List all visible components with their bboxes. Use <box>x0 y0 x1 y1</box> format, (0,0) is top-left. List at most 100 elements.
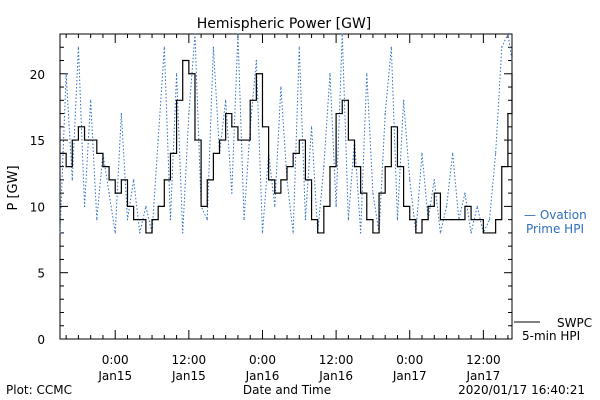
chart-title: Hemispheric Power [GW] <box>197 16 372 32</box>
data-point <box>433 179 435 181</box>
x-tick-label-time: 12:00 <box>172 353 207 367</box>
data-point <box>139 219 141 221</box>
legend-ovation-label-1: Ovation <box>540 208 587 222</box>
data-point <box>366 73 368 75</box>
x-axis-label: Date and Time <box>243 383 331 397</box>
y-tick-label: 20 <box>30 68 45 82</box>
x-tick-label-time: 12:00 <box>319 353 354 367</box>
y-axis-label: P [GW] <box>6 165 21 210</box>
data-point <box>464 192 466 194</box>
data-point <box>83 205 86 207</box>
data-point <box>439 232 442 234</box>
axis-ticks: 0 5 10 15 20 0:00 Jan15 12:00 Jan15 0:00 Jan16 12:0… <box>30 33 512 383</box>
legend-item-swpc: SWPC 5-min HPI <box>514 316 592 343</box>
data-point <box>366 219 368 221</box>
data-point <box>225 99 227 101</box>
data-point <box>120 112 122 115</box>
legend-ovation-marker: — <box>524 208 540 222</box>
data-point <box>280 179 282 181</box>
data-point <box>476 205 478 207</box>
data-point <box>335 205 337 207</box>
x-tick-label-date: Jan16 <box>245 369 280 383</box>
data-point <box>175 73 178 75</box>
data-point <box>378 192 380 194</box>
plot-frame <box>59 33 513 340</box>
data-point <box>341 99 343 101</box>
data-point <box>225 112 227 115</box>
data-point <box>212 46 214 48</box>
data-point <box>495 219 497 221</box>
data-point <box>206 219 208 221</box>
data-point <box>261 126 264 128</box>
data-point <box>445 205 448 207</box>
x-tick-label-date: Jan17 <box>465 369 500 383</box>
data-point <box>335 112 337 115</box>
data-point <box>126 219 129 221</box>
data-point <box>243 139 245 141</box>
data-point <box>114 192 116 194</box>
data-point <box>126 205 129 207</box>
data-point <box>108 192 110 194</box>
data-point <box>133 179 135 181</box>
data-point <box>145 205 147 207</box>
data-point <box>360 192 362 194</box>
x-tick-label-date: Jan15 <box>171 369 206 383</box>
series-swpc-5-min-hpi <box>59 59 513 234</box>
legend-swpc-label-2: 5-min HPI <box>522 329 580 343</box>
data-point <box>261 232 264 234</box>
data-point <box>470 219 472 221</box>
data-point <box>120 179 122 181</box>
data-point <box>329 73 331 75</box>
data-point <box>390 126 392 128</box>
data-point <box>249 99 251 101</box>
data-point <box>59 152 61 154</box>
data-point <box>255 59 257 62</box>
data-point <box>77 126 80 128</box>
data-point <box>237 33 239 35</box>
data-point <box>317 232 319 234</box>
data-point <box>90 139 92 141</box>
data-point <box>231 126 233 128</box>
data-point <box>200 205 202 207</box>
data-point <box>71 179 73 181</box>
plot-border <box>59 33 513 340</box>
data-point <box>347 219 349 221</box>
data-point <box>439 219 442 221</box>
series-line <box>60 59 513 234</box>
data-point <box>243 219 245 221</box>
data-point <box>470 232 472 234</box>
data-point <box>476 219 478 221</box>
data-point <box>501 46 503 48</box>
data-point <box>384 166 386 168</box>
data-point <box>452 219 454 221</box>
data-point <box>151 219 153 221</box>
legend-ovation-line1: — Ovation <box>524 208 587 222</box>
plot-timestamp: 2020/01/17 16:40:21 <box>458 383 585 397</box>
data-point <box>139 232 141 234</box>
data-point <box>157 139 159 141</box>
data-point <box>495 152 497 154</box>
data-point <box>96 152 98 154</box>
data-point <box>304 179 307 181</box>
data-point <box>341 33 343 35</box>
data-point <box>464 205 466 207</box>
data-point <box>298 139 300 141</box>
data-point <box>206 179 208 181</box>
data-point <box>421 219 423 221</box>
data-point <box>409 219 411 221</box>
data-point <box>286 166 288 168</box>
data-point <box>501 166 503 168</box>
data-point <box>59 232 61 234</box>
data-point <box>323 205 325 207</box>
x-tick-label-date: Jan17 <box>392 369 427 383</box>
data-point <box>255 73 257 75</box>
data-point <box>182 59 184 62</box>
data-point <box>329 166 331 168</box>
series-layer <box>59 32 513 235</box>
data-point <box>90 99 92 101</box>
data-point <box>347 139 349 141</box>
data-point <box>403 205 405 207</box>
data-point <box>445 219 448 221</box>
data-point <box>310 126 313 128</box>
data-point <box>507 33 509 35</box>
